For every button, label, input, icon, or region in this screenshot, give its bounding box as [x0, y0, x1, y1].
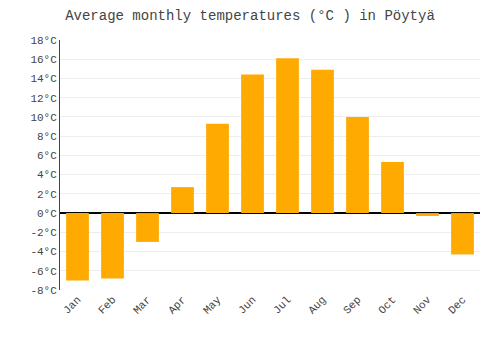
svg-text:May: May: [201, 294, 224, 317]
svg-text:Aug: Aug: [306, 294, 328, 316]
svg-text:Nov: Nov: [411, 294, 434, 317]
svg-text:-8°C: -8°C: [30, 285, 57, 297]
svg-text:6°C: 6°C: [37, 150, 57, 162]
svg-text:Jan: Jan: [61, 294, 83, 316]
svg-text:Sep: Sep: [341, 294, 363, 316]
svg-text:-4°C: -4°C: [30, 246, 57, 258]
svg-text:Feb: Feb: [96, 294, 118, 316]
svg-text:-6°C: -6°C: [30, 266, 57, 278]
svg-text:Jun: Jun: [236, 294, 258, 316]
svg-text:Dec: Dec: [446, 294, 468, 316]
svg-text:Mar: Mar: [131, 294, 153, 316]
svg-text:Average monthly temperatures (: Average monthly temperatures (°C ) in Pö…: [65, 8, 435, 24]
svg-text:Apr: Apr: [166, 294, 188, 316]
svg-text:0°C: 0°C: [37, 208, 57, 220]
svg-text:Oct: Oct: [376, 294, 398, 316]
svg-text:8°C: 8°C: [37, 131, 57, 143]
svg-text:10°C: 10°C: [30, 112, 57, 124]
svg-text:18°C: 18°C: [30, 35, 57, 47]
svg-text:-2°C: -2°C: [30, 227, 57, 239]
svg-text:Jul: Jul: [271, 294, 293, 316]
svg-text:2°C: 2°C: [37, 189, 57, 201]
svg-text:4°C: 4°C: [37, 169, 57, 181]
svg-text:12°C: 12°C: [30, 93, 57, 105]
svg-text:14°C: 14°C: [30, 73, 57, 85]
svg-text:16°C: 16°C: [30, 54, 57, 66]
